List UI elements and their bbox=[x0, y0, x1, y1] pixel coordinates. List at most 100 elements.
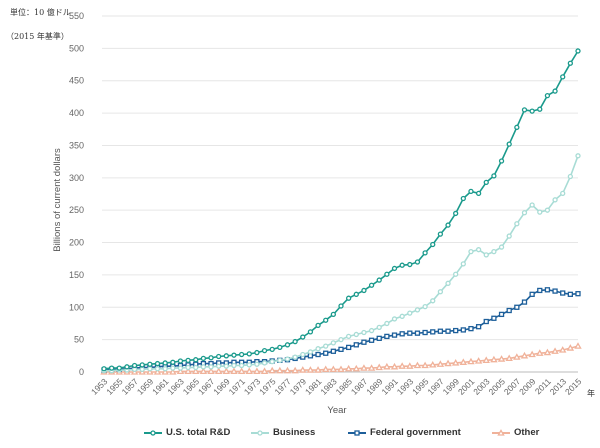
legend-item-u-s-total-r-d[interactable]: U.S. total R&D bbox=[144, 427, 230, 438]
business-point bbox=[345, 333, 352, 340]
u-s-total-r-d-point bbox=[468, 188, 474, 195]
other-point bbox=[451, 359, 460, 366]
u-s-total-r-d-point bbox=[330, 311, 337, 318]
u-s-total-r-d-point bbox=[147, 361, 153, 367]
u-s-total-r-d-point bbox=[422, 250, 428, 256]
u-s-total-r-d-point bbox=[384, 271, 390, 277]
u-s-total-r-d-point bbox=[453, 210, 459, 217]
u-s-total-r-d-point bbox=[223, 353, 229, 359]
other-point bbox=[574, 342, 582, 349]
u-s-total-r-d-point bbox=[491, 173, 497, 179]
legend-federal-government-point bbox=[354, 429, 360, 436]
other-point bbox=[566, 344, 575, 351]
legend-item-business[interactable]: Business bbox=[251, 427, 315, 438]
u-s-total-r-d-point bbox=[185, 357, 191, 363]
business-point bbox=[422, 303, 428, 310]
other-point bbox=[406, 362, 414, 369]
y-tick-label: 250 bbox=[69, 205, 84, 215]
other-point bbox=[528, 350, 536, 358]
other-point bbox=[230, 367, 238, 375]
u-s-total-r-d-point bbox=[498, 158, 505, 164]
business-point bbox=[521, 210, 528, 216]
federal-government-point bbox=[575, 291, 581, 297]
other-point bbox=[520, 351, 529, 359]
u-s-total-r-d-point bbox=[560, 74, 566, 80]
business-point bbox=[453, 271, 459, 277]
u-s-total-r-d-point bbox=[162, 360, 168, 366]
legend-swatch-icon bbox=[251, 429, 269, 436]
other-point bbox=[299, 366, 307, 373]
u-s-total-r-d-point bbox=[460, 195, 466, 202]
business-point bbox=[307, 349, 314, 355]
gridlines bbox=[102, 15, 578, 373]
legend-label: Federal government bbox=[370, 427, 461, 438]
business-point bbox=[575, 153, 581, 159]
business-point bbox=[384, 320, 390, 327]
u-s-total-r-d-point bbox=[414, 259, 421, 265]
line-chart: 0 50 100 150 200 250 300 350 400 450 500 550 195319… bbox=[52, 11, 595, 416]
business-point bbox=[193, 364, 199, 371]
u-s-total-r-d-point bbox=[246, 351, 252, 357]
federal-government-point bbox=[338, 346, 344, 352]
u-s-total-r-d-point bbox=[108, 365, 115, 371]
y-tick-label: 500 bbox=[69, 43, 84, 53]
other-point bbox=[306, 366, 315, 373]
federal-government-point bbox=[475, 324, 482, 330]
business-point bbox=[560, 190, 566, 197]
other-point bbox=[482, 356, 490, 363]
federal-government-point bbox=[468, 325, 474, 332]
other-point bbox=[497, 355, 506, 362]
business-point bbox=[468, 248, 474, 255]
u-s-total-r-d-point bbox=[376, 277, 382, 283]
federal-government-point bbox=[491, 315, 497, 321]
business-point bbox=[200, 364, 207, 370]
federal-government-point bbox=[560, 290, 566, 296]
u-s-total-r-d-point bbox=[116, 365, 122, 371]
business-point bbox=[177, 365, 184, 371]
business-point bbox=[483, 252, 489, 258]
business-point bbox=[368, 327, 375, 334]
other-point bbox=[360, 364, 368, 371]
federal-government-point bbox=[399, 331, 405, 337]
other-point bbox=[490, 355, 498, 363]
u-s-total-r-d-point bbox=[345, 295, 352, 301]
legend-u-s-total-r-d-point bbox=[150, 429, 156, 436]
x-axis-ticks: 1953195519571959196119631965196719691971… bbox=[89, 376, 584, 397]
other-point bbox=[321, 365, 330, 373]
y-tick-label: 350 bbox=[69, 140, 84, 150]
other-point bbox=[253, 367, 261, 375]
business-point bbox=[475, 247, 482, 253]
other-point bbox=[352, 364, 361, 372]
federal-government-point bbox=[498, 311, 505, 318]
other-point bbox=[153, 368, 162, 375]
other-point bbox=[543, 348, 552, 356]
other-point bbox=[551, 347, 559, 354]
federal-government-point bbox=[353, 342, 359, 348]
business-point bbox=[223, 363, 229, 369]
other-point bbox=[474, 357, 483, 364]
u-s-total-r-d-point bbox=[216, 353, 222, 360]
other-point bbox=[383, 362, 391, 370]
legend-item-federal-government[interactable]: Federal government bbox=[348, 427, 461, 438]
other-point bbox=[413, 361, 422, 369]
business-point bbox=[430, 298, 436, 304]
other-point bbox=[398, 362, 406, 369]
u-s-total-r-d-point bbox=[254, 349, 260, 356]
business-point bbox=[261, 360, 268, 366]
u-s-total-r-d-point bbox=[575, 48, 581, 54]
federal-government-point bbox=[460, 327, 466, 333]
other-point bbox=[276, 366, 284, 374]
legend-item-other[interactable]: Other bbox=[492, 427, 539, 438]
federal-government-point bbox=[537, 287, 543, 294]
other-point bbox=[260, 367, 269, 375]
u-s-total-r-d-point bbox=[361, 287, 367, 294]
federal-government-point bbox=[521, 299, 528, 305]
u-s-total-r-d-point bbox=[200, 355, 207, 362]
u-s-total-r-d-point bbox=[567, 60, 574, 66]
u-s-total-r-d-point bbox=[323, 317, 329, 323]
other-point bbox=[513, 353, 521, 360]
u-s-total-r-d-point bbox=[315, 322, 321, 329]
other-point bbox=[283, 366, 292, 374]
other-point bbox=[421, 361, 429, 369]
u-s-total-r-d-point bbox=[437, 231, 444, 237]
